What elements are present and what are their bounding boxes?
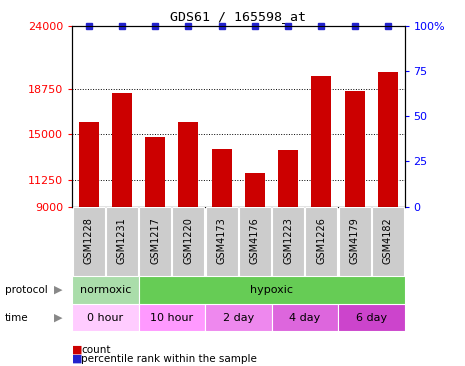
Bar [338, 304, 405, 331]
Text: ▶: ▶ [54, 313, 62, 322]
Text: ■: ■ [72, 354, 83, 364]
Title: GDS61 / 165598_at: GDS61 / 165598_at [170, 10, 306, 23]
Bar [212, 149, 232, 207]
Bar [205, 304, 272, 331]
Text: GSM1228: GSM1228 [84, 217, 94, 264]
Bar [106, 207, 138, 276]
Text: count: count [81, 344, 111, 355]
Text: GSM1223: GSM1223 [283, 217, 293, 264]
Bar [139, 276, 405, 304]
Bar [139, 304, 205, 331]
Bar [272, 304, 338, 331]
Text: GSM4182: GSM4182 [383, 217, 393, 264]
Text: 6 day: 6 day [356, 313, 387, 322]
Bar [378, 71, 398, 207]
Bar [179, 122, 199, 207]
Bar [73, 207, 105, 276]
Text: GSM1217: GSM1217 [150, 217, 160, 264]
Text: GSM1231: GSM1231 [117, 217, 127, 264]
Bar [312, 76, 332, 207]
Bar [139, 207, 171, 276]
Bar [306, 207, 338, 276]
Bar [79, 122, 99, 207]
Bar [272, 207, 304, 276]
Text: normoxic: normoxic [80, 285, 131, 295]
Text: GSM4176: GSM4176 [250, 217, 260, 264]
Bar [372, 207, 404, 276]
Bar [112, 93, 132, 207]
Text: hypoxic: hypoxic [250, 285, 293, 295]
Bar [239, 207, 271, 276]
Bar [339, 207, 371, 276]
Text: GSM1220: GSM1220 [183, 217, 193, 264]
Text: GSM4173: GSM4173 [217, 217, 227, 264]
Bar [206, 207, 238, 276]
Bar [173, 207, 205, 276]
Bar [245, 173, 265, 207]
Text: percentile rank within the sample: percentile rank within the sample [81, 354, 257, 364]
Bar [72, 304, 139, 331]
Text: ■: ■ [72, 344, 83, 355]
Text: 10 hour: 10 hour [150, 313, 193, 322]
Bar [278, 150, 298, 207]
Text: ▶: ▶ [54, 285, 62, 295]
Text: GSM4179: GSM4179 [350, 217, 360, 264]
Text: 0 hour: 0 hour [87, 313, 123, 322]
Bar [72, 276, 139, 304]
Bar [345, 91, 365, 207]
Text: 2 day: 2 day [223, 313, 254, 322]
Bar [145, 137, 165, 207]
Text: 4 day: 4 day [289, 313, 320, 322]
Text: time: time [5, 313, 28, 322]
Text: GSM1226: GSM1226 [316, 217, 326, 264]
Text: protocol: protocol [5, 285, 47, 295]
